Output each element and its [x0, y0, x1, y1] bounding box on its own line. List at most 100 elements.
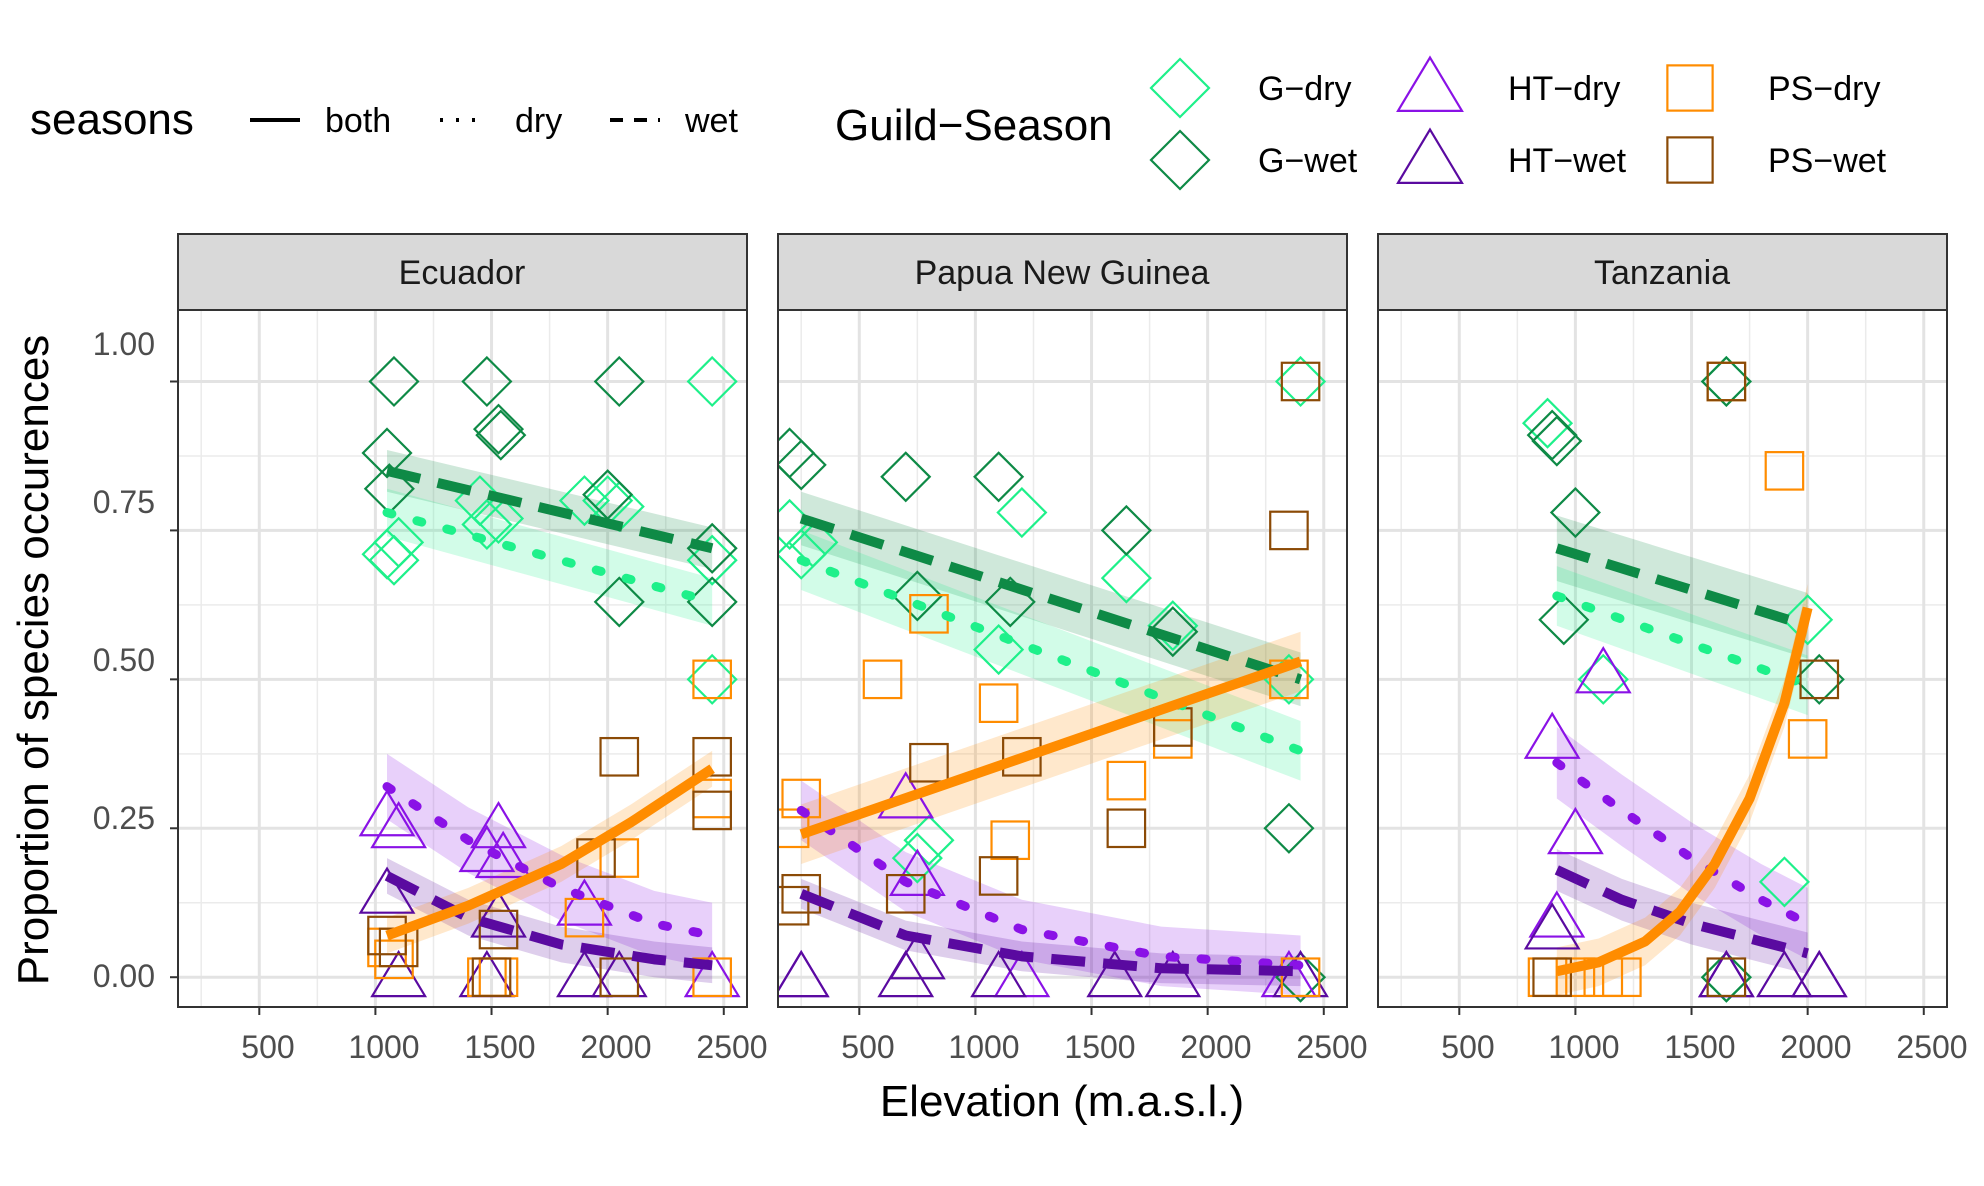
- panel-grid: [1378, 310, 1947, 1015]
- panel-title: Papua New Guinea: [915, 254, 1210, 292]
- point-ps-dry: [564, 897, 605, 938]
- fit-line-ht-dry: [382, 782, 717, 941]
- point-g-dry: [1782, 594, 1834, 646]
- point-g-dry: [1577, 653, 1629, 705]
- point-ht-wet: [778, 949, 830, 998]
- x-tick-label: 2500: [1896, 1029, 1967, 1065]
- point-g-dry: [472, 492, 525, 545]
- legend-seasons-title: seasons: [30, 95, 194, 144]
- point-ht-dry: [888, 848, 946, 896]
- point-g-dry: [373, 516, 425, 568]
- point-g-wet: [880, 451, 932, 503]
- panel-background: [178, 310, 747, 1007]
- legend-label-wet: wet: [684, 102, 738, 140]
- point-ps-wet: [1269, 510, 1309, 551]
- y-axis-title: Proportion of species occurences: [9, 335, 58, 986]
- point-ps-dry: [1787, 719, 1828, 759]
- y-tick-label: 0.00: [93, 958, 155, 994]
- legend-season-dry: dry: [440, 102, 562, 140]
- point-ps-dry: [1280, 957, 1321, 998]
- panel-strip: [1377, 233, 1948, 311]
- legend-label-dry: dry: [515, 102, 562, 140]
- point-g-dry: [686, 653, 738, 705]
- x-tick-label: 1500: [464, 1029, 535, 1065]
- point-ps-wet: [1106, 808, 1147, 849]
- legend-label-ps-wet: PS−wet: [1768, 142, 1887, 180]
- x-axis: 500 1000 1500 2000 2500: [841, 1029, 1367, 1065]
- point-ps-dry: [599, 838, 640, 878]
- fit-lines: [1552, 543, 1813, 977]
- point-ps-wet: [367, 915, 407, 956]
- point-ht-wet: [1086, 949, 1144, 998]
- point-ps-wet: [885, 873, 926, 914]
- point-g-wet: [1531, 415, 1583, 467]
- point-g-wet: [1147, 606, 1199, 658]
- legend-key-ht-wet: [1396, 127, 1464, 184]
- point-ps-dry: [990, 820, 1031, 861]
- point-g-wet: [686, 576, 738, 628]
- x-tick-label: 500: [241, 1029, 294, 1065]
- point-g-wet: [1700, 355, 1752, 408]
- point-ps-dry: [692, 659, 732, 700]
- y-tick-label: 1.00: [93, 326, 155, 362]
- fit-line-ps-dry: [1555, 606, 1813, 977]
- legend-label-ps-dry: PS−dry: [1768, 70, 1880, 108]
- point-g-dry: [368, 534, 420, 586]
- point-g-dry: [1274, 355, 1327, 408]
- legend-guild-title: Guild−Season: [835, 101, 1113, 150]
- point-g-wet: [475, 409, 527, 461]
- point-g-dry: [903, 814, 955, 866]
- point-g-wet: [472, 403, 525, 455]
- point-g-dry: [1100, 552, 1152, 604]
- point-ps-wet: [1799, 659, 1840, 700]
- point-ht-dry: [458, 824, 516, 873]
- legend-season-wet: wet: [610, 102, 738, 140]
- point-ht-wet: [358, 866, 416, 914]
- point-ht-wet: [1144, 949, 1202, 998]
- fit-line-g-dry: [1552, 591, 1813, 690]
- point-ht-dry: [1574, 646, 1632, 694]
- y-tick-label: 0.25: [93, 800, 155, 836]
- point-g-wet: [1793, 653, 1845, 705]
- point-g-dry: [1147, 600, 1199, 652]
- x-tick-label: 2500: [696, 1029, 767, 1065]
- point-ht-wet: [1756, 949, 1813, 998]
- point-g-wet: [1549, 486, 1601, 539]
- fit-line-g-wet: [1555, 543, 1810, 631]
- panel-title: Tanzania: [1594, 254, 1730, 292]
- x-axis-title: Elevation (m.a.s.l.): [880, 1077, 1244, 1126]
- point-ps-wet: [1002, 736, 1042, 777]
- point-ps-dry: [1106, 760, 1147, 801]
- y-tick-label: 0.50: [93, 642, 155, 678]
- point-g-dry: [558, 475, 610, 527]
- point-ps-wet: [781, 873, 822, 914]
- legend-label-ht-dry: HT−dry: [1508, 70, 1620, 108]
- legend-key-g-dry: [1149, 57, 1211, 119]
- point-ps-wet: [909, 742, 949, 783]
- point-ht-dry: [370, 800, 428, 849]
- fit-line-g-wet: [385, 465, 714, 554]
- y-axis: 1.00 0.75 0.50 0.25 0.00: [93, 326, 155, 994]
- point-ps-wet: [1706, 361, 1747, 402]
- x-tick-label: 2000: [580, 1029, 651, 1065]
- x-tick-label: 1000: [1548, 1029, 1619, 1065]
- panel-title: Ecuador: [399, 254, 526, 292]
- point-ps-wet: [1280, 361, 1321, 402]
- point-g-dry: [1521, 397, 1574, 449]
- fit-lines: [382, 465, 717, 971]
- point-g-wet: [1263, 802, 1315, 854]
- point-ht-wet: [970, 949, 1028, 998]
- legend-key-ps-wet: [1666, 136, 1714, 184]
- point-g-dry: [686, 355, 738, 408]
- panel-papua-new-guinea: Papua New Guinea 500 1000 1500 2000 2500: [777, 233, 1368, 1065]
- legend-key-g-wet: [1149, 129, 1211, 191]
- fit-line-g-wet: [799, 513, 1303, 685]
- point-ps-wet: [599, 736, 640, 777]
- panel-background: [1378, 310, 1947, 1007]
- point-ps-wet: [471, 957, 512, 998]
- x-tick-label: 500: [841, 1029, 894, 1065]
- point-ht-wet: [888, 932, 946, 980]
- point-ps-wet: [978, 856, 1019, 896]
- fit-line-ps-dry: [385, 764, 715, 941]
